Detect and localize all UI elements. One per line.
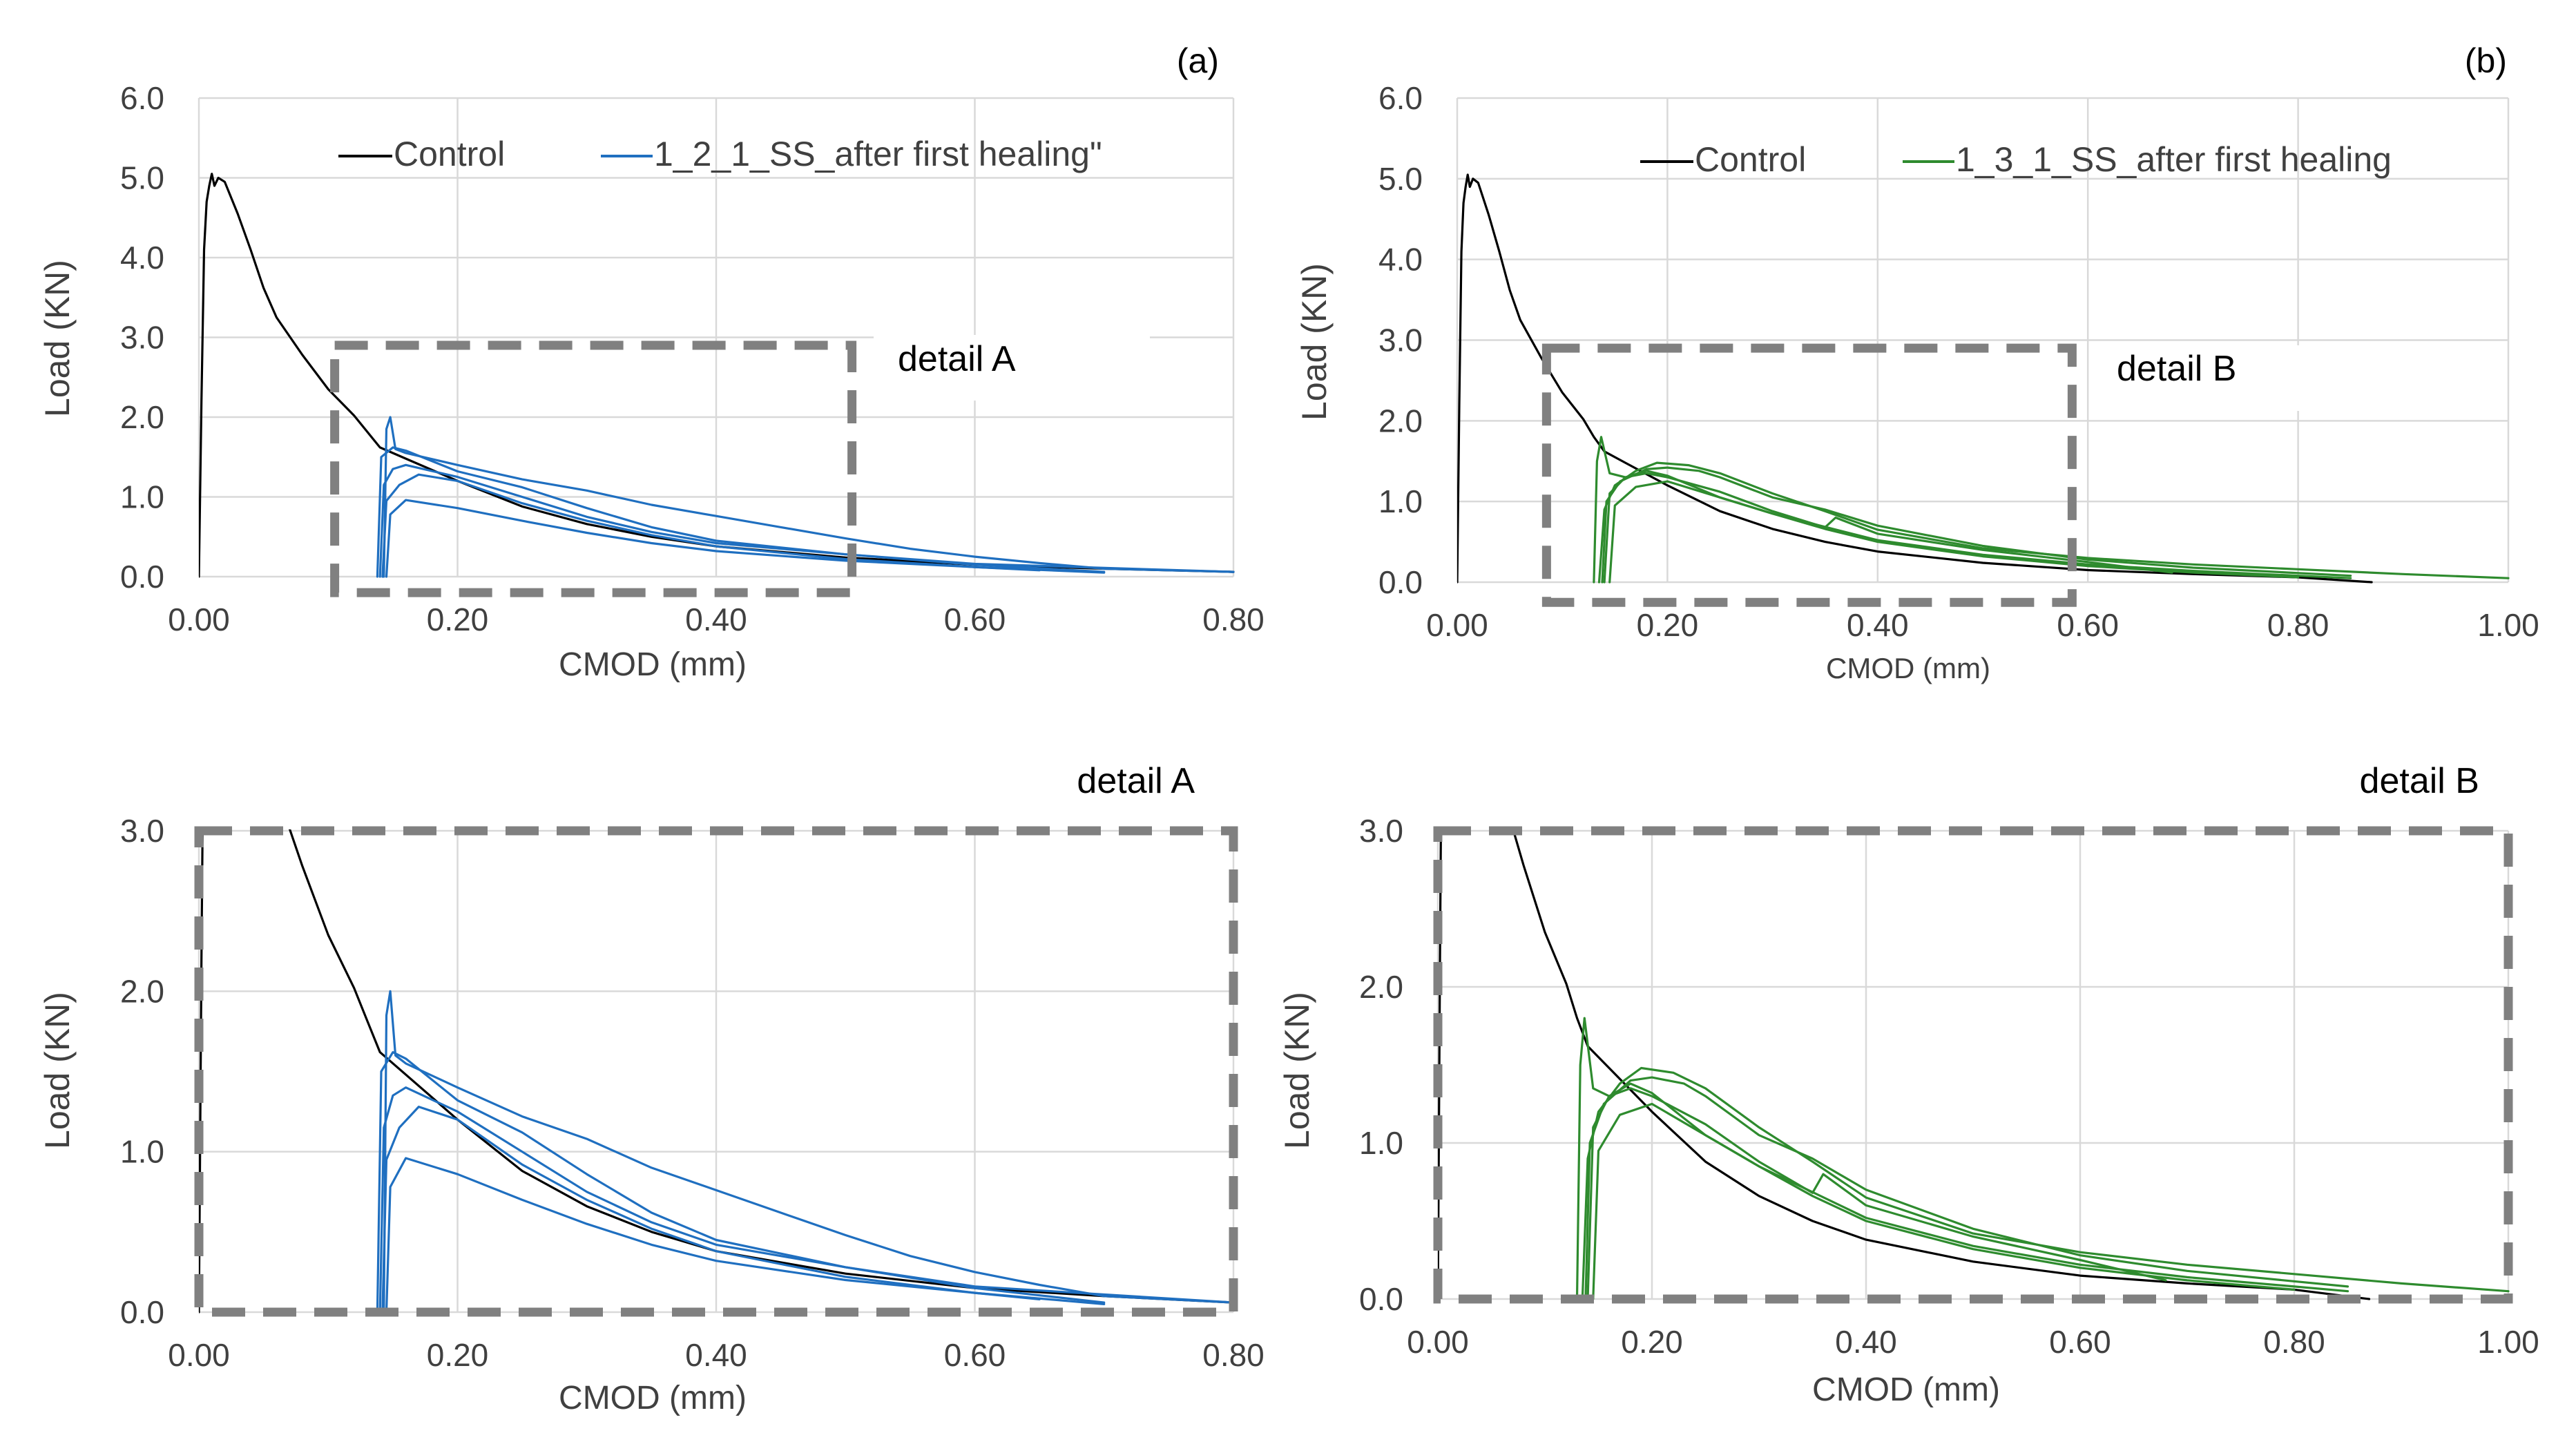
healed-specimen-line-3 <box>378 463 1235 578</box>
detail-box <box>194 826 1238 1317</box>
series-group <box>199 173 1235 578</box>
x-tick-label: 1.00 <box>2477 1324 2539 1360</box>
x-tick-label: 0.20 <box>427 602 489 637</box>
control-series-line <box>1457 173 2373 584</box>
y-axis-label: Load (KN) <box>1278 992 1316 1149</box>
healed-specimen-line-1 <box>383 416 1235 578</box>
y-tick-label: 4.0 <box>120 240 164 276</box>
y-tick-label: 5.0 <box>1378 161 1423 197</box>
y-tick-label: 6.0 <box>120 80 164 116</box>
legend-label: 1_3_1_SS_after first healing <box>1956 140 2392 179</box>
x-axis-label: CMOD (mm) <box>559 646 747 683</box>
y-tick-label: 2.0 <box>1359 969 1403 1005</box>
chart-title: detail B <box>2360 761 2479 801</box>
detail-label-background <box>2093 345 2355 411</box>
x-tick-label: 0.40 <box>1847 607 1909 643</box>
x-tick-label: 0.20 <box>1637 607 1699 643</box>
series-group <box>1457 173 2510 584</box>
y-tick-label: 0.0 <box>120 559 164 595</box>
x-tick-label: 0.60 <box>944 602 1006 637</box>
x-tick-label: 0.60 <box>944 1337 1006 1373</box>
chart-title: detail A <box>1077 761 1195 801</box>
y-tick-label: 1.0 <box>1378 483 1423 519</box>
y-axis-label: Load (KN) <box>1295 263 1334 421</box>
control-series-line <box>199 829 1235 1314</box>
healed-specimen-line-5 <box>385 1157 1106 1314</box>
x-axis-label: CMOD (mm) <box>1812 1372 2000 1408</box>
control-series-line <box>1438 829 2371 1300</box>
detail-box <box>1541 343 2077 607</box>
x-tick-label: 0.60 <box>2049 1324 2111 1360</box>
x-tick-label: 0.40 <box>685 1337 747 1373</box>
y-tick-label: 2.0 <box>120 399 164 435</box>
x-tick-label: 1.00 <box>2477 607 2539 643</box>
detail-label: detail B <box>2117 349 2236 389</box>
x-tick-label: 0.00 <box>1426 607 1488 643</box>
healed-specimen-line-4 <box>381 1105 1041 1314</box>
legend: Control 1_3_1_SS_after first healing <box>1640 140 2392 179</box>
y-tick-label: 2.0 <box>1378 403 1423 439</box>
x-tick-label: 0.40 <box>685 602 747 637</box>
y-tick-label: 1.0 <box>120 479 164 515</box>
x-tick-label: 0.00 <box>168 602 230 637</box>
legend-label: Control <box>1695 140 1806 179</box>
x-tick-label: 0.80 <box>1202 1337 1265 1373</box>
y-tick-label: 3.0 <box>1378 323 1423 358</box>
x-axis-label: CMOD (mm) <box>559 1380 747 1416</box>
y-tick-label: 4.0 <box>1378 242 1423 278</box>
y-tick-label: 0.0 <box>1378 564 1423 600</box>
y-tick-label: 1.0 <box>1359 1125 1403 1161</box>
x-axis-label: CMOD (mm) <box>1826 652 1990 684</box>
healed-specimen-line-5 <box>1592 1102 2296 1300</box>
x-tick-label: 0.80 <box>1202 602 1265 637</box>
x-tick-label: 0.20 <box>1621 1324 1683 1360</box>
healed-specimen-line-5 <box>385 499 1106 578</box>
gridlines <box>1456 97 2510 584</box>
y-tick-label: 3.0 <box>120 813 164 849</box>
detail-box <box>1433 826 2513 1304</box>
panel-label: (b) <box>2465 41 2507 80</box>
x-tick-label: 0.20 <box>427 1337 489 1373</box>
healed-specimen-line-3 <box>378 1086 1235 1314</box>
y-axis-label: Load (KN) <box>38 992 77 1149</box>
y-tick-label: 2.0 <box>120 973 164 1009</box>
detail-label-background <box>874 335 1150 401</box>
series-group <box>1438 829 2510 1300</box>
legend-label: 1_2_1_SS_after first healing" <box>654 135 1102 173</box>
x-tick-label: 0.00 <box>168 1337 230 1373</box>
healed-specimen-line-4 <box>381 473 1041 578</box>
y-tick-label: 0.0 <box>120 1294 164 1330</box>
panel-detail-a: 0.00 0.20 0.40 0.60 0.80 0.0 1.0 2.0 3.0 CMOD (mm… <box>38 761 1265 1416</box>
x-tick-label: 0.40 <box>1835 1324 1897 1360</box>
detail-label: detail A <box>898 339 1016 379</box>
legend: Control 1_2_1_SS_after first healing" <box>338 135 1102 173</box>
panel-detail-b: 0.00 0.20 0.40 0.60 0.80 1.00 0.0 1.0 2.0 3.0 CMOD… <box>1278 761 2539 1408</box>
y-tick-label: 0.0 <box>1359 1281 1403 1317</box>
y-tick-label: 3.0 <box>120 320 164 356</box>
panel-a: 0.00 0.20 0.40 0.60 0.80 0.0 1.0 2.0 3.0 4.0 5.0 6.… <box>38 41 1265 683</box>
healed-specimen-line-1 <box>383 990 1235 1314</box>
detail-box <box>330 340 857 597</box>
y-tick-label: 6.0 <box>1378 80 1423 116</box>
y-axis-label: Load (KN) <box>38 260 77 417</box>
x-tick-label: 0.80 <box>2267 607 2329 643</box>
x-tick-label: 0.00 <box>1407 1324 1469 1360</box>
y-tick-label: 1.0 <box>120 1134 164 1170</box>
healed-specimen-line-4 <box>1603 472 2173 584</box>
x-tick-label: 0.60 <box>2057 607 2119 643</box>
y-tick-label: 3.0 <box>1359 813 1403 849</box>
series-group <box>199 829 1235 1314</box>
panel-label: (a) <box>1177 41 1219 80</box>
x-tick-label: 0.80 <box>2263 1324 2325 1360</box>
healed-specimen-line-4 <box>1586 1087 2167 1300</box>
healed-specimen-line-5 <box>1608 480 2300 584</box>
y-tick-label: 5.0 <box>120 160 164 196</box>
legend-label: Control <box>394 135 505 173</box>
panel-b: 0.00 0.20 0.40 0.60 0.80 1.00 0.0 1.0 2.0 3.0 4.0 5… <box>1295 41 2539 684</box>
